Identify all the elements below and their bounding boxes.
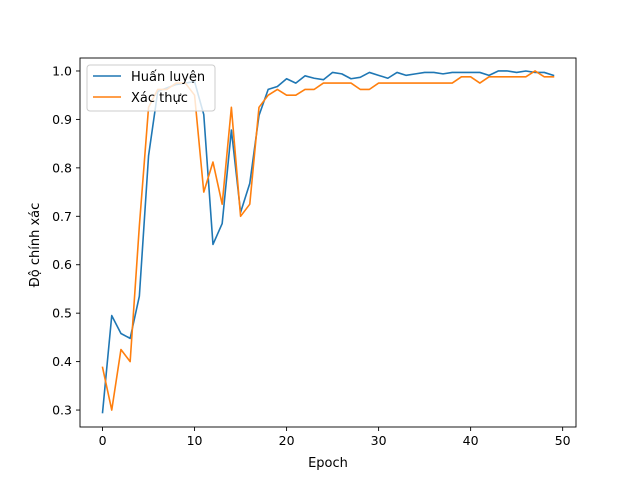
x-tick-label: 0 xyxy=(99,433,107,448)
y-axis-label: Độ chính xác xyxy=(28,203,43,288)
y-tick-label: 0.3 xyxy=(52,403,72,418)
legend: Huấn luyện Xác thực xyxy=(86,64,216,112)
y-tick-label: 0.6 xyxy=(52,257,72,272)
y-tick-label: 0.4 xyxy=(52,354,72,369)
y-tick-label: 0.7 xyxy=(52,209,72,224)
axes-frame xyxy=(79,57,577,428)
x-tick-label: 20 xyxy=(279,433,295,448)
y-tick-label: 0.8 xyxy=(52,160,72,175)
axes xyxy=(79,57,577,428)
x-tick-label: 30 xyxy=(371,433,387,448)
x-axis-label: Epoch xyxy=(308,456,348,471)
x-tick-label: 50 xyxy=(555,433,571,448)
x-axis-ticks: 0 10 20 30 40 50 xyxy=(99,427,571,448)
legend-label-1: Huấn luyện xyxy=(131,70,205,85)
legend-label-2: Xác thực xyxy=(131,91,188,106)
x-tick-label: 40 xyxy=(463,433,479,448)
y-tick-label: 0.9 xyxy=(52,112,72,127)
y-tick-label: 0.5 xyxy=(52,306,72,321)
y-axis-ticks: 0.3 0.4 0.5 0.6 0.7 0.8 0.9 1.0 xyxy=(52,63,80,418)
y-tick-label: 1.0 xyxy=(52,63,72,78)
x-tick-label: 10 xyxy=(187,433,203,448)
